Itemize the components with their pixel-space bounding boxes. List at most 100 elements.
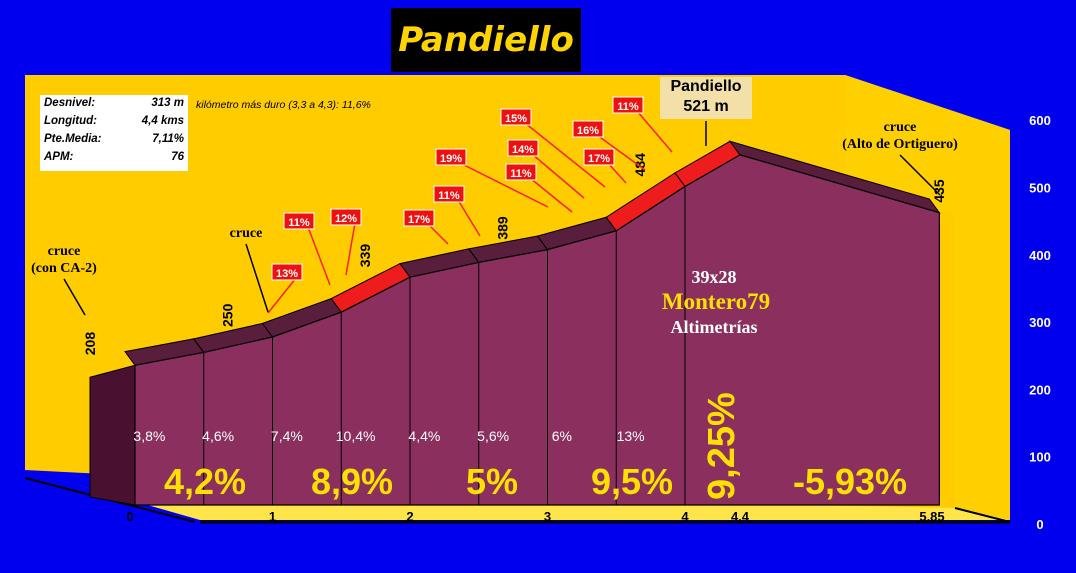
half-km-grade: 10,4% (336, 428, 376, 444)
floor (25, 470, 1010, 520)
profile-front-face (134, 154, 940, 506)
y-tick-label: 300 (1029, 315, 1051, 330)
stat-value: 313 m (151, 97, 184, 109)
ramp-badge (505, 163, 537, 181)
ramp-pointer (345, 222, 356, 276)
stat-value: 4,4 kms (141, 115, 184, 127)
ramp-badge (572, 120, 604, 138)
credit-site: Altimetrías (671, 317, 758, 337)
stat-row: Longitud: 4,4 kms (44, 115, 186, 131)
ramp-pointer (596, 134, 646, 171)
elevation-label: 250 (220, 303, 236, 327)
ramp-label: 11% (510, 168, 532, 180)
ramp-pointer (524, 122, 606, 188)
stat-row: Pte.Media: 7,11% (44, 133, 186, 149)
ramp-pointer (427, 223, 449, 245)
ramp-pointer (529, 177, 573, 213)
elevation-label: 339 (357, 244, 373, 268)
ramp-label: 17% (588, 153, 610, 165)
ramp-badge (500, 108, 532, 126)
summit-box: Pandiello 521 m (660, 77, 752, 119)
x-tick-label: 2 (406, 509, 413, 524)
poi-pointer (245, 243, 269, 313)
ramp-badge (403, 209, 435, 227)
y-tick-label: 200 (1029, 382, 1051, 397)
elevation-label: 435 (931, 179, 947, 203)
poi-pointer (899, 154, 941, 196)
summit-name: Pandiello (670, 78, 742, 95)
ramp-badge (435, 148, 467, 166)
half-km-grade: 7,4% (271, 428, 303, 444)
chart-title: Pandiello (398, 20, 574, 60)
half-km-grade: 13% (617, 428, 645, 444)
ramp-label: 11% (617, 101, 639, 113)
y-tick-label: 600 (1029, 113, 1051, 128)
ramp-label: 16% (577, 125, 599, 137)
km-grade-big: 8,9% (311, 461, 393, 502)
stat-row: Desnivel: 313 m (44, 97, 186, 113)
ramp-badge (433, 185, 465, 203)
stat-value: 76 (171, 151, 184, 163)
summit-elevation: 521 m (683, 98, 729, 115)
ramp-pointer (307, 226, 331, 286)
credit-author: Montero79 (662, 289, 770, 314)
stat-label: Longitud: (44, 115, 98, 127)
ramp-pointer (267, 277, 297, 314)
ramp-pointer (531, 153, 585, 199)
ramp-label: 14% (512, 144, 534, 156)
poi-label: cruce (48, 244, 81, 259)
ramp-label: 13% (276, 268, 298, 280)
ramp-pointer (607, 162, 627, 184)
ramp-badge (330, 208, 362, 226)
ramp-pointer (459, 162, 549, 208)
poi-label: cruce (230, 226, 263, 241)
km-grade-big: 4,2% (164, 461, 246, 502)
x-tick-label: 4 (681, 509, 689, 524)
stat-label: Pte.Media: (44, 133, 102, 145)
ramp-badge (583, 148, 615, 166)
y-tick-label: 0 (1036, 517, 1043, 532)
credit-gear: 39x28 (692, 267, 737, 287)
half-km-grade: 3,8% (133, 428, 165, 444)
profile-end-cap (89, 364, 136, 506)
x-tick-label: 4,4 (731, 509, 750, 524)
ramp-label: 11% (438, 190, 460, 202)
title-box: Pandiello (391, 8, 581, 72)
y-tick-label: 500 (1029, 181, 1051, 196)
y-tick-label: 400 (1029, 248, 1051, 263)
x-tick-label: 0 (126, 509, 133, 524)
ramp-pointer (636, 110, 673, 153)
ramp-badge (507, 139, 539, 157)
poi-pointer (63, 278, 86, 316)
half-km-grade: 6% (552, 428, 572, 444)
x-tick-label: 3 (544, 509, 551, 524)
stats-panel: Desnivel: 313 m Longitud: 4,4 kms Pte.Me… (40, 95, 188, 171)
half-km-grade: 4,6% (202, 428, 234, 444)
stat-value: 7,11% (152, 133, 184, 145)
poi-label: (con CA-2) (31, 261, 97, 276)
km-grade-big: 5% (466, 461, 518, 502)
ramp-label: 15% (505, 113, 527, 125)
km-grade-big: 9,5% (591, 461, 673, 502)
axis-right-edge (954, 507, 1011, 523)
x-tick-label: 1 (269, 509, 276, 524)
km-grade-big: -5,93% (793, 461, 907, 502)
stat-label: Desnivel: (44, 97, 96, 109)
poi-label: cruce (884, 120, 917, 135)
ramp-label: 12% (335, 213, 357, 225)
half-km-grade: 4,4% (408, 428, 440, 444)
y-tick-label: 100 (1029, 450, 1051, 465)
poi-label: (Alto de Ortiguero) (842, 137, 958, 152)
ramp-badge (271, 263, 303, 281)
stat-row: APM: 76 (44, 151, 186, 167)
km-grade-big: 9,25% (701, 392, 743, 500)
x-tick-label: 5,85 (919, 509, 944, 524)
ramp-badge (283, 212, 315, 230)
ramp-label: 11% (288, 217, 310, 229)
elevation-label: 389 (495, 216, 511, 240)
elevation-label: 484 (632, 153, 648, 177)
hardest-km-note: kilómetro más duro (3,3 a 4,3): 11,6% (196, 99, 371, 111)
ramp-pointer (457, 199, 481, 237)
